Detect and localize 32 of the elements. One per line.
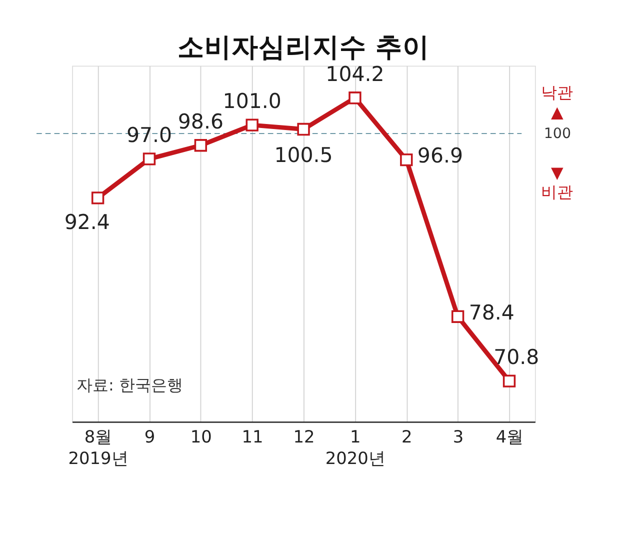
point xyxy=(142,152,156,166)
x-tick-label: 1 2020년 xyxy=(325,426,386,468)
text: 낙관 ▲ xyxy=(541,82,574,122)
x-tick-label: 2 xyxy=(401,426,412,447)
data-label: 92.4 xyxy=(64,210,110,234)
x-tick-label: 12 xyxy=(293,426,315,447)
data-label: 97.0 xyxy=(126,123,172,148)
data-label: 98.6 xyxy=(178,109,224,134)
data-label: 104.2 xyxy=(326,62,384,86)
point xyxy=(451,310,464,323)
x-tick-label: 9 xyxy=(144,426,156,447)
point xyxy=(297,122,310,136)
point xyxy=(194,139,208,152)
data-label: 78.4 xyxy=(468,300,514,324)
data-label: 70.8 xyxy=(494,345,540,370)
annotation: 자료: 한국은행 xyxy=(76,376,184,395)
point xyxy=(246,118,258,132)
data-label: 101.0 xyxy=(222,89,282,114)
point xyxy=(400,153,413,166)
point xyxy=(348,92,362,104)
text: ▼ 비관 xyxy=(541,163,574,202)
x-tick-label: 11 xyxy=(242,426,264,447)
chart-title: 소비자심리지수 추이 xyxy=(177,32,430,64)
x-tick-label: 10 xyxy=(190,426,212,447)
x-tick-label: 8월 2019년 xyxy=(68,426,128,468)
data-label: 100.5 xyxy=(274,143,333,168)
x-tick-label: 3 xyxy=(452,426,464,447)
point xyxy=(502,374,516,388)
ref-line-label: 100 xyxy=(544,126,572,142)
x-tick-label: 4월 xyxy=(496,426,524,447)
point xyxy=(91,192,104,204)
data-label: 96.9 xyxy=(417,143,464,168)
